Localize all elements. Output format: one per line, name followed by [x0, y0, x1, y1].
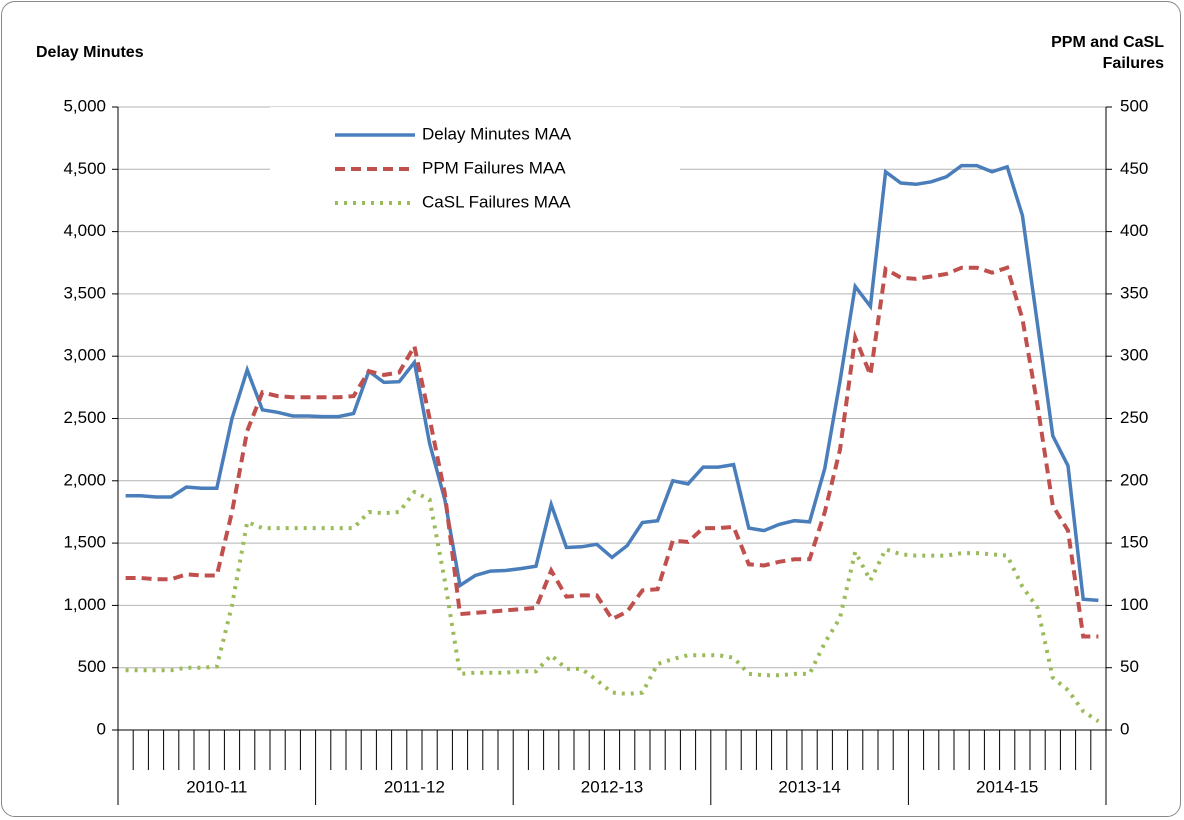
legend-label: Delay Minutes MAA	[422, 124, 572, 143]
y-tick-label: 5,000	[63, 96, 106, 115]
y-axis-title: Delay Minutes	[36, 44, 144, 61]
y2-axis-title: PPM and CaSL Failures	[1051, 34, 1164, 72]
group-label: 2010-11	[186, 777, 247, 796]
y2-tick-label: 400	[1120, 221, 1148, 240]
y-tick-label: 3,000	[63, 346, 106, 365]
y-tick-label: 4,500	[63, 159, 106, 178]
group-label: 2013-14	[778, 777, 840, 796]
legend-box	[270, 107, 680, 212]
y2-tick-label: 100	[1120, 595, 1148, 614]
y2-tick-label: 300	[1120, 346, 1148, 365]
y2-tick-label: 450	[1120, 159, 1148, 178]
y-tick-label: 3,500	[63, 283, 106, 302]
legend-label: CaSL Failures MAA	[422, 192, 571, 211]
y-tick-label: 2,500	[63, 408, 106, 427]
y2-tick-label: 50	[1120, 657, 1139, 676]
group-label: 2014-15	[976, 777, 1038, 796]
series-line	[125, 489, 1100, 723]
y2-tick-label: 200	[1120, 470, 1148, 489]
y2-tick-label: 250	[1120, 408, 1148, 427]
series-line	[125, 163, 1099, 603]
series-line	[125, 265, 1099, 639]
y2-tick-label: 150	[1120, 533, 1148, 552]
legend-label: PPM Failures MAA	[422, 158, 566, 177]
group-label: 2012-13	[581, 777, 643, 796]
y-tick-label: 500	[78, 657, 106, 676]
y-tick-label: 0	[97, 719, 106, 738]
y2-tick-label: 0	[1120, 719, 1129, 738]
y2-tick-label: 350	[1120, 283, 1148, 302]
group-label: 2011-12	[384, 777, 445, 796]
y-tick-label: 2,000	[63, 470, 106, 489]
y-tick-label: 1,000	[63, 595, 106, 614]
y-tick-label: 4,000	[63, 221, 106, 240]
y2-tick-label: 500	[1120, 96, 1148, 115]
y-tick-label: 1,500	[63, 533, 106, 552]
